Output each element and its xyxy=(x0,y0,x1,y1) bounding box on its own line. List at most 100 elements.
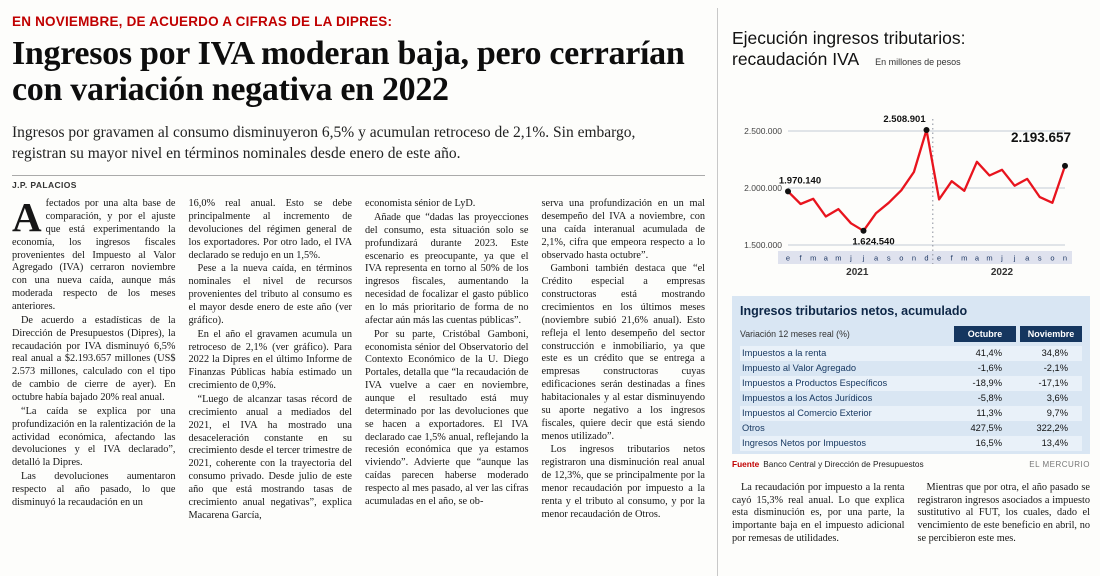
tax-table: Ingresos tributarios netos, acumulado Va… xyxy=(732,295,1090,454)
row-label: Otros xyxy=(742,423,765,434)
row-value-noviembre: 13,4% xyxy=(1041,438,1068,449)
svg-text:m: m xyxy=(835,253,841,262)
svg-text:n: n xyxy=(912,253,916,262)
row-value-octubre: -1,6% xyxy=(977,363,1002,374)
source-text: Banco Central y Dirección de Presupuesto… xyxy=(763,458,924,469)
row-value-noviembre: 34,8% xyxy=(1041,348,1068,359)
svg-text:1.970.140: 1.970.140 xyxy=(779,175,821,186)
row-value-octubre: 16,5% xyxy=(975,438,1002,449)
chart-title-line2: recaudación IVA xyxy=(732,49,860,70)
svg-text:j: j xyxy=(862,253,865,262)
svg-text:o: o xyxy=(1050,253,1054,262)
source-row: Fuente Banco Central y Dirección de Pres… xyxy=(732,459,1090,469)
drop-cap: A xyxy=(12,194,42,241)
svg-text:a: a xyxy=(1025,253,1030,262)
paragraph: De acuerdo a estadísticas de la Direcció… xyxy=(12,314,176,404)
svg-text:s: s xyxy=(887,253,891,262)
paragraph: En el año el gravamen acumula un retroce… xyxy=(188,328,353,392)
row-value-noviembre: -2,1% xyxy=(1043,363,1068,374)
svg-text:e: e xyxy=(937,253,941,262)
svg-text:1.500.000: 1.500.000 xyxy=(744,240,782,250)
svg-text:o: o xyxy=(899,253,903,262)
paragraph: La recaudación por impuesto a la renta c… xyxy=(732,481,905,545)
chart-subtitle: En millones de pesos xyxy=(875,57,961,68)
svg-text:1.624.540: 1.624.540 xyxy=(852,236,894,247)
svg-text:m: m xyxy=(810,253,816,262)
lead-text: fectados por una alta base de comparació… xyxy=(12,198,176,312)
table-row: Impuestos al Comercio Exterior 11,3% 9,7% xyxy=(740,405,1082,421)
row-label: Impuesto al Valor Agregado xyxy=(742,363,857,374)
paragraph: Las devoluciones aumentaron respecto al … xyxy=(12,471,176,508)
paragraph: economista sénior de LyD. xyxy=(365,198,476,210)
svg-text:d: d xyxy=(924,253,928,262)
table-header: Variación 12 meses real (%) Octubre Novi… xyxy=(740,325,1082,342)
row-value-noviembre: 3,6% xyxy=(1046,393,1068,404)
row-label: Impuestos a los Actos Jurídicos xyxy=(742,393,873,404)
article: EN NOVIEMBRE, DE ACUERDO A CIFRAS DE LA … xyxy=(12,8,717,576)
svg-text:j: j xyxy=(1013,253,1016,262)
body-column-3: economista sénior de LyD. Añade que “dad… xyxy=(365,198,529,523)
svg-text:a: a xyxy=(975,253,980,262)
table-row: Otros 427,5% 322,2% xyxy=(740,421,1082,436)
table-variation-label: Variación 12 meses real (%) xyxy=(740,328,850,339)
svg-text:2.000.000: 2.000.000 xyxy=(744,183,782,193)
row-label: Impuestos a la renta xyxy=(742,348,827,359)
svg-text:a: a xyxy=(874,253,879,262)
svg-text:2.193.657: 2.193.657 xyxy=(1011,130,1071,145)
table-rows: Impuestos a la renta 41,4% 34,8% Impuesto … xyxy=(740,345,1082,451)
table-row: Impuestos a los Actos Jurídicos -5,8% 3,6% xyxy=(740,391,1082,406)
svg-text:2021: 2021 xyxy=(846,267,869,278)
row-label: Ingresos Netos por Impuestos xyxy=(742,438,867,449)
table-row: Impuestos a la renta 41,4% 34,8% xyxy=(740,345,1082,361)
row-value-noviembre: 9,7% xyxy=(1046,408,1068,419)
paragraph: “Luego de alcanzar tasas récord de creci… xyxy=(188,394,353,521)
paragraph: Por su parte, Cristóbal Gamboni, economi… xyxy=(365,328,529,507)
body-column-4: serva una profundización en un mal desem… xyxy=(542,198,706,523)
svg-text:e: e xyxy=(786,253,790,262)
chart-title: Ejecución ingresos tributarios: recaudac… xyxy=(732,28,1090,71)
article-continuation: La recaudación por impuesto a la renta c… xyxy=(732,482,1090,546)
svg-text:2.508.901: 2.508.901 xyxy=(883,114,926,125)
row-value-octubre: 41,4% xyxy=(975,348,1002,359)
table-title: Ingresos tributarios netos, acumulado xyxy=(740,303,968,318)
source-label: Fuente xyxy=(732,458,760,469)
row-label: Impuestos a Productos Específicos xyxy=(742,378,888,389)
table-row: Impuestos a Productos Específicos -18,9% -… xyxy=(740,375,1082,391)
svg-text:j: j xyxy=(1000,253,1003,262)
row-value-octubre: 11,3% xyxy=(976,408,1002,419)
paragraph: serva una profundización en un mal desem… xyxy=(541,198,706,261)
byline: J.P. PALACIOS xyxy=(12,180,77,191)
chart-panel: Ejecución ingresos tributarios: recaudac… xyxy=(717,8,1090,576)
svg-text:2022: 2022 xyxy=(991,267,1014,278)
body-column-2: 16,0% real anual. Esto se debe principal… xyxy=(189,198,353,523)
row-value-octubre: -5,8% xyxy=(977,393,1002,404)
paragraph: “La caída se explica por una profundizac… xyxy=(12,405,176,469)
svg-text:f: f xyxy=(951,253,954,262)
row-value-noviembre: 322,2% xyxy=(1036,423,1068,434)
svg-text:m: m xyxy=(961,253,967,262)
row-value-noviembre: -17,1% xyxy=(1038,378,1068,389)
row-value-octubre: 427,5% xyxy=(970,423,1002,434)
svg-text:s: s xyxy=(1038,253,1042,262)
paragraph: Los ingresos tributarios netos registrar… xyxy=(541,444,706,520)
row-label: Impuestos al Comercio Exterior xyxy=(742,408,872,419)
svg-text:2.500.000: 2.500.000 xyxy=(744,126,782,136)
paragraph: 16,0% real anual. Esto se debe principal… xyxy=(188,198,353,261)
svg-text:a: a xyxy=(824,253,829,262)
svg-text:j: j xyxy=(849,253,852,262)
headline: Ingresos por IVA moderan baja, pero cerr… xyxy=(12,35,685,109)
svg-text:m: m xyxy=(986,253,992,262)
svg-text:n: n xyxy=(1063,253,1067,262)
paragraph: Pese a la nueva caída, en términos nomin… xyxy=(188,263,353,326)
table-row: Impuesto al Valor Agregado -1,6% -2,1% xyxy=(740,361,1082,376)
kicker: EN NOVIEMBRE, DE ACUERDO A CIFRAS DE LA … xyxy=(12,14,393,29)
byline-rule xyxy=(12,175,705,177)
column-header-octubre: Octubre xyxy=(954,325,1016,342)
paragraph: Mientras que por otra, el año pasado se … xyxy=(917,481,1091,545)
deck: Ingresos por gravamen al consumo disminu… xyxy=(12,123,636,163)
iva-line-chart: 1.500.000 2.000.000 2.500.000 e f m a m j j a s o n d e… xyxy=(732,79,1090,288)
